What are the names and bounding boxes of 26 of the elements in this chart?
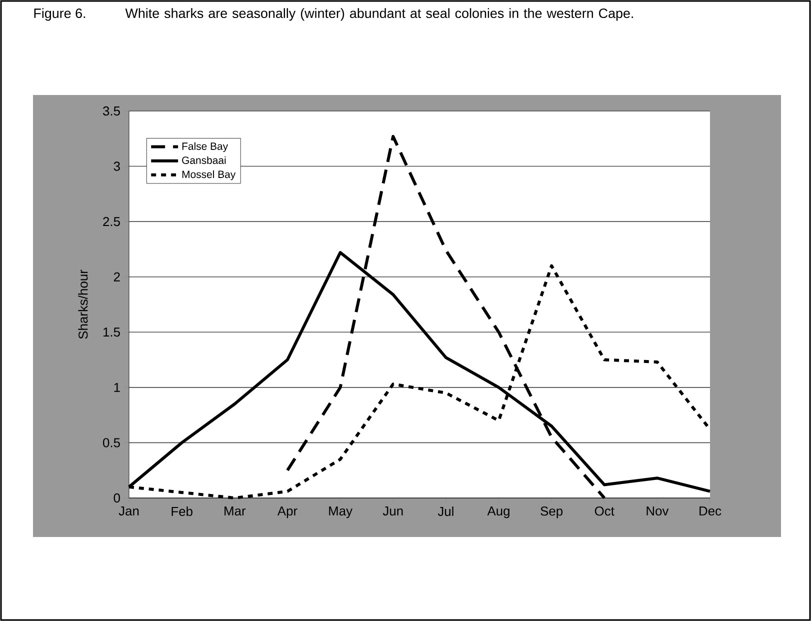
y-tick-label: 3.5 <box>102 106 120 116</box>
x-tick-label: Sep <box>540 506 563 518</box>
x-tick-label: Dec <box>700 506 722 516</box>
legend-label: False Bay <box>182 142 228 152</box>
x-tick-label: Jul <box>438 506 454 516</box>
x-tick-label: Apr <box>277 506 298 518</box>
y-tick-label: 0 <box>114 493 120 503</box>
y-tick-label: 3 <box>114 162 120 171</box>
y-tick-label: 2.5 <box>103 216 120 226</box>
x-tick-label: Aug <box>487 506 510 518</box>
legend-label: Mossel Bay <box>182 170 236 180</box>
x-tick-label: Feb <box>172 506 192 516</box>
x-tick-label: Mar <box>224 506 246 516</box>
y-tick-label: 2 <box>114 272 120 282</box>
y-tick-label: 1 <box>114 382 120 392</box>
y-axis-title: Sharks/hour <box>78 270 88 339</box>
legend-label: Gansbaai <box>182 156 226 164</box>
x-tick-label: Nov <box>646 506 669 516</box>
x-tick-label: Jan <box>118 506 139 516</box>
chart-title: White sharks are seasonally (winter) abundant at seal colonies in the western Cape. <box>125 8 633 21</box>
x-tick-label: May <box>329 506 352 518</box>
caption: Figure 6. <box>34 8 86 21</box>
y-tick-label: 0.5 <box>102 438 120 448</box>
x-tick-label: Jun <box>382 506 403 516</box>
x-tick-label: Oct <box>594 506 614 516</box>
y-tick-label: 1.5 <box>103 328 120 337</box>
